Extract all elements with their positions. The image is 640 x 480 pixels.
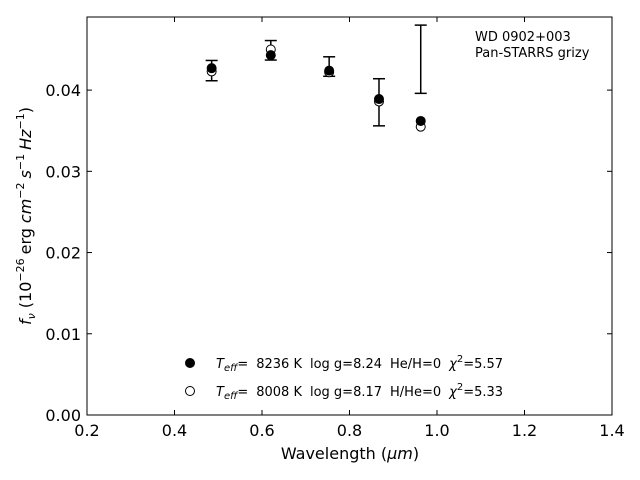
y-tick-label: 0.00 bbox=[45, 406, 81, 425]
x-tick-label: 1.2 bbox=[512, 421, 537, 440]
y-tick-label: 0.02 bbox=[45, 244, 81, 263]
y-tick-label: 0.01 bbox=[45, 325, 81, 344]
filled-point bbox=[373, 94, 384, 105]
x-tick-label: 0.4 bbox=[162, 421, 187, 440]
annotation-line-1: WD 0902+003 bbox=[475, 30, 571, 45]
axis-ticks bbox=[86, 17, 613, 416]
y-axis-label: fν(10−26ergcm−2s−1Hz−1) bbox=[14, 107, 38, 325]
x-tick-label: 0.2 bbox=[74, 421, 99, 440]
x-tick-label: 0.6 bbox=[249, 421, 274, 440]
legend-marker-filled bbox=[185, 358, 195, 368]
filled-point bbox=[324, 65, 335, 76]
model-points bbox=[206, 44, 426, 132]
axis-tick-labels: 0.2 0.4 0.6 0.8 1.0 1.2 1.4 0.00 0.01 0.02 0.03 0.0… bbox=[45, 81, 624, 440]
x-tick-label: 0.8 bbox=[337, 421, 362, 440]
filled-point bbox=[265, 50, 276, 61]
filled-point bbox=[415, 115, 426, 126]
plot-area-frame bbox=[86, 16, 613, 416]
x-tick-label: 1.0 bbox=[424, 421, 449, 440]
x-axis-label: Wavelength (μm) bbox=[281, 444, 419, 463]
annotation-line-2: Pan-STARRS grizy bbox=[475, 46, 590, 61]
x-tick-label: 1.4 bbox=[599, 421, 624, 440]
filled-point bbox=[206, 63, 217, 74]
y-tick-label: 0.04 bbox=[45, 81, 81, 100]
observed-errorbars bbox=[205, 24, 427, 127]
legend-marker-open bbox=[185, 386, 195, 396]
y-tick-label: 0.03 bbox=[45, 162, 81, 181]
